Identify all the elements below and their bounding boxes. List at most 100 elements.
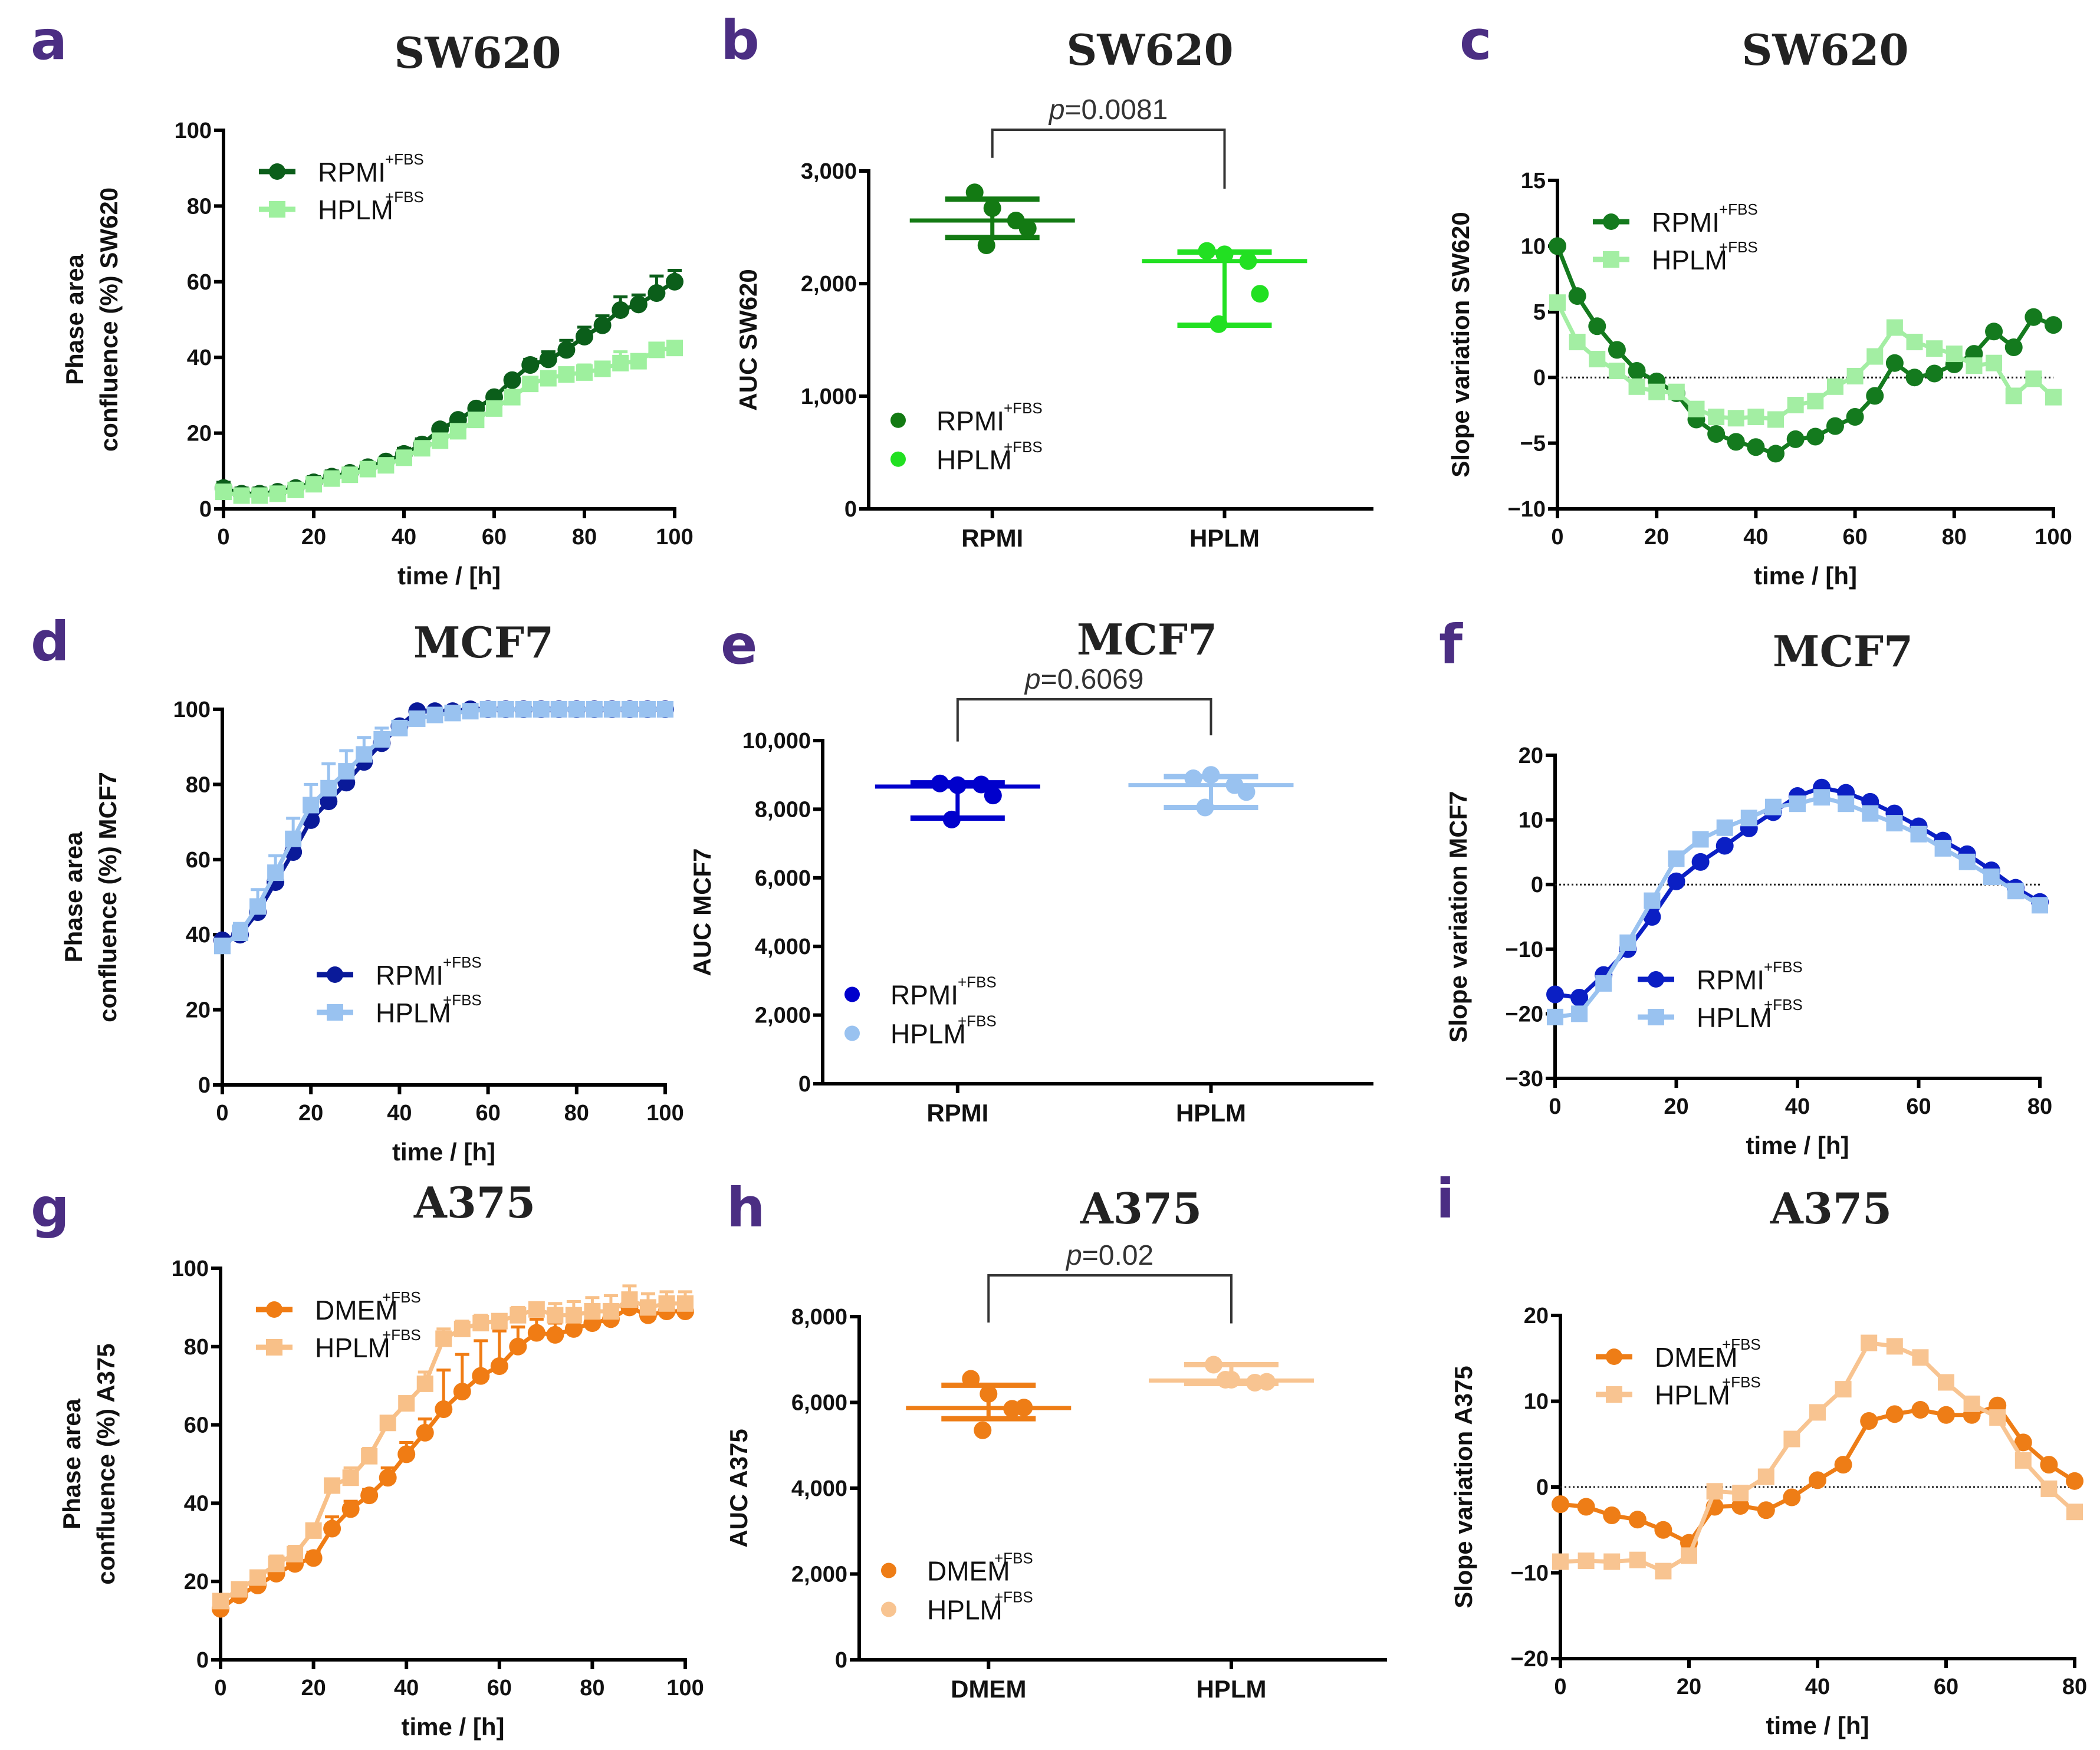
data-point — [1767, 411, 1784, 428]
data-point — [1963, 1395, 1980, 1412]
legend-marker — [1603, 213, 1619, 230]
x-axis-title: time / [h] — [402, 1713, 505, 1741]
x-tick-label: 60 — [475, 1101, 500, 1126]
series-hplm — [215, 340, 683, 504]
legend-label: HPLM — [1652, 245, 1727, 275]
legend-marker — [881, 1562, 896, 1578]
data-point — [285, 830, 302, 847]
legend-marker — [1648, 1009, 1664, 1025]
data-point — [593, 316, 612, 334]
y-tick-label: 100 — [175, 119, 212, 143]
y-tick-label: 10,000 — [742, 729, 811, 754]
data-point — [231, 1581, 248, 1598]
data-point — [1757, 1468, 1774, 1485]
data-point — [1251, 285, 1269, 303]
y-tick-label: 10 — [1521, 234, 1546, 259]
data-point — [1905, 369, 1924, 387]
data-point — [1846, 367, 1864, 384]
x-tick-label: 100 — [646, 1101, 683, 1126]
data-point — [1668, 383, 1685, 400]
data-point — [509, 1337, 527, 1356]
y-tick-label: 60 — [187, 270, 212, 295]
data-point — [510, 1307, 527, 1324]
y-tick-label: 10 — [1519, 808, 1543, 833]
data-point — [521, 356, 540, 374]
data-point — [639, 1299, 656, 1316]
legend-marker — [1606, 1348, 1622, 1365]
panel-letter: e — [721, 613, 757, 676]
x-tick-label: 60 — [1906, 1094, 1931, 1119]
data-point — [1706, 1483, 1723, 1500]
data-point — [1838, 795, 1855, 812]
y-tick-label: 2,000 — [755, 1004, 811, 1028]
panel-letter: i — [1436, 1167, 1455, 1231]
data-point — [533, 701, 550, 718]
data-point — [612, 301, 630, 319]
legend-label: HPLM — [890, 1019, 966, 1050]
y-axis-title: confluence (%) A375 — [92, 1343, 120, 1584]
legend-label: HPLM — [927, 1595, 1003, 1626]
p-value: =0.0081 — [1065, 94, 1168, 126]
legend-superscript: +FBS — [1764, 996, 1803, 1014]
data-point — [1691, 853, 1710, 871]
data-point — [2014, 1452, 2032, 1469]
data-point — [1708, 409, 1725, 426]
data-point — [1688, 400, 1705, 417]
data-point — [1549, 237, 1566, 255]
data-point — [550, 701, 567, 718]
data-point — [1862, 805, 1879, 822]
legend-marker — [269, 201, 285, 218]
series-hplm — [1547, 789, 2048, 1025]
data-point — [1786, 430, 1805, 448]
data-point — [232, 925, 249, 942]
data-point — [1568, 287, 1586, 305]
y-tick-label: 80 — [184, 1335, 209, 1360]
legend-superscript: +FBS — [994, 1588, 1033, 1606]
data-point — [323, 470, 340, 487]
y-tick-label: 20 — [1524, 1304, 1549, 1328]
data-point — [1716, 819, 1733, 836]
y-tick-label: 0 — [1531, 873, 1543, 897]
data-point — [233, 487, 250, 504]
data-point — [1727, 410, 1744, 427]
data-point — [1906, 334, 1923, 351]
data-point — [435, 1330, 452, 1347]
panel-c: c SW620 −10 −5 0 5 10 15 Slope variation SW620 0 2… — [1447, 9, 2072, 590]
data-point — [666, 340, 683, 357]
data-point — [977, 236, 995, 255]
data-point — [342, 1469, 359, 1486]
y-axis-title: Phase area — [61, 254, 88, 384]
data-point — [1648, 383, 1665, 400]
legend-superscript: +FBS — [443, 991, 482, 1009]
y-tick-label: −20 — [1511, 1647, 1549, 1672]
y-tick-label: 2,000 — [801, 272, 857, 297]
data-point — [1707, 425, 1726, 443]
data-point — [1667, 872, 1685, 890]
legend-marker — [890, 451, 906, 467]
data-point — [1628, 378, 1645, 395]
data-point — [409, 710, 426, 727]
y-axis-title: Phase area — [58, 1398, 86, 1529]
group-hplm — [1128, 766, 1294, 817]
data-point — [1549, 294, 1566, 311]
data-point — [479, 701, 497, 718]
data-point — [1910, 825, 1927, 843]
y-tick-label: 40 — [186, 923, 211, 948]
data-point — [1629, 1551, 1646, 1568]
data-point — [449, 423, 466, 440]
data-point — [453, 1320, 471, 1337]
legend-marker — [327, 966, 343, 983]
data-point — [1985, 323, 2003, 341]
data-point — [602, 1303, 619, 1320]
series-line — [222, 279, 676, 496]
data-point — [212, 1593, 229, 1610]
data-point — [341, 466, 359, 483]
legend-marker — [890, 412, 906, 428]
y-tick-label: 15 — [1521, 169, 1546, 193]
x-tick-label: 0 — [1551, 525, 1563, 550]
legend-superscript: +FBS — [1764, 958, 1803, 976]
data-point — [648, 284, 666, 302]
legend-superscript: +FBS — [1004, 438, 1043, 456]
data-point — [251, 487, 268, 504]
data-point — [1237, 783, 1256, 801]
